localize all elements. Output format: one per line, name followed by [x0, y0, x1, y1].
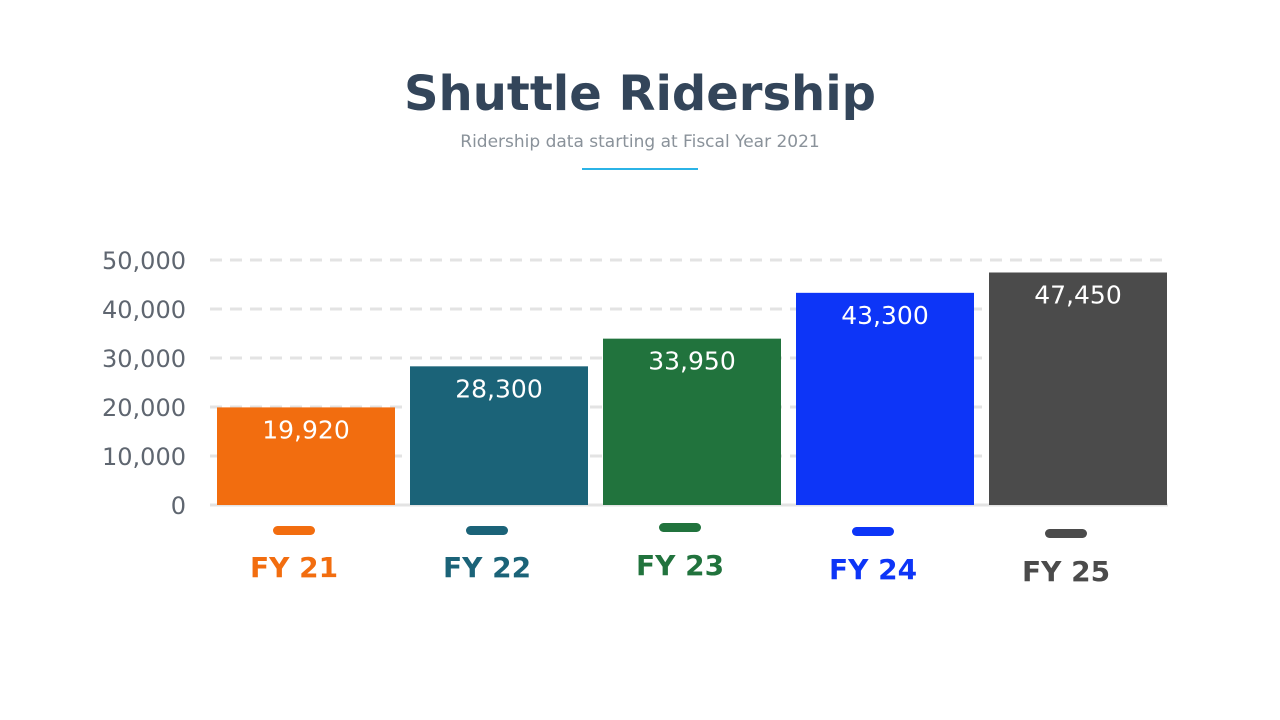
category-marker — [466, 526, 508, 535]
bar-value-label: 28,300 — [455, 374, 542, 403]
y-tick-label: 20,000 — [102, 394, 186, 422]
category-label: FY 25 — [1022, 555, 1110, 588]
category-marker — [852, 527, 894, 536]
bar-value-labels: 19,920 28,300 33,950 43,300 47,450 — [262, 280, 1121, 444]
y-tick-label: 40,000 — [102, 296, 186, 324]
y-tick-label: 50,000 — [102, 247, 186, 275]
category-markers — [273, 523, 1087, 538]
chart-subtitle: Ridership data starting at Fiscal Year 2… — [460, 132, 820, 152]
bar-value-label: 47,450 — [1034, 280, 1121, 309]
category-marker — [273, 526, 315, 535]
bar-value-label: 43,300 — [841, 301, 928, 330]
bar — [410, 366, 588, 505]
bar — [796, 292, 974, 505]
category-label: FY 22 — [443, 551, 531, 584]
y-tick-label: 0 — [171, 492, 186, 520]
bar-value-label: 19,920 — [262, 415, 349, 444]
bar — [989, 272, 1167, 505]
bar — [217, 407, 395, 505]
y-axis-ticks: 0 10,000 20,000 30,000 40,000 50,000 — [102, 247, 186, 520]
category-labels: FY 21 FY 22 FY 23 FY 24 FY 25 — [250, 549, 1110, 588]
category-label: FY 24 — [829, 553, 917, 586]
chart-title: Shuttle Ridership — [403, 66, 877, 122]
bar-value-label: 33,950 — [648, 347, 735, 376]
bar — [603, 338, 781, 505]
bars — [217, 272, 1167, 505]
category-label: FY 21 — [250, 551, 338, 584]
category-label: FY 23 — [636, 549, 724, 582]
y-tick-label: 10,000 — [102, 443, 186, 471]
title-underline — [582, 168, 698, 170]
y-tick-label: 30,000 — [102, 345, 186, 373]
category-marker — [659, 523, 701, 532]
category-marker — [1045, 529, 1087, 538]
